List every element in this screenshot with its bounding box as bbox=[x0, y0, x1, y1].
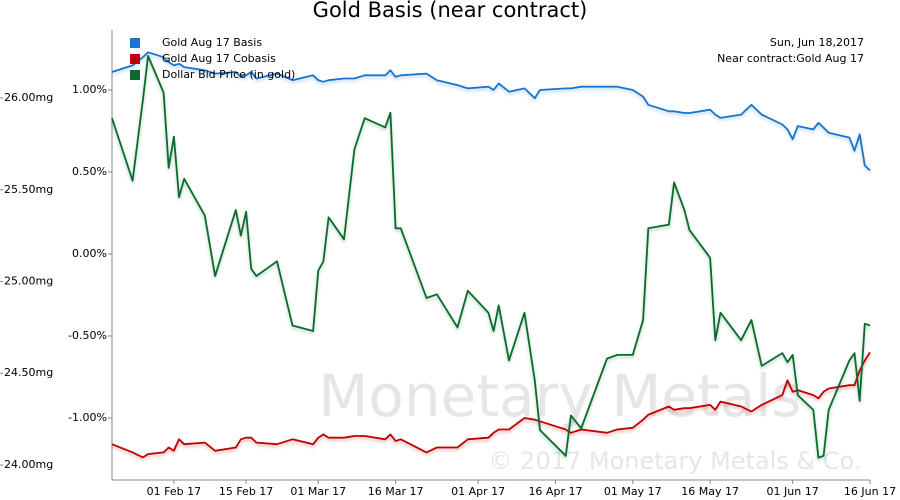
series-line bbox=[111, 351, 871, 459]
watermark: Monetary Metals bbox=[318, 362, 801, 430]
x-tick-label: 16 Mar 17 bbox=[368, 485, 424, 498]
legend-label: Gold Aug 17 Cobasis bbox=[162, 52, 276, 65]
y-tick-label: 0.00% bbox=[72, 247, 107, 260]
legend-label: Gold Aug 17 Basis bbox=[162, 36, 262, 49]
series-line bbox=[111, 55, 871, 459]
x-tick-label: 01 May 17 bbox=[604, 485, 662, 498]
x-tick-label: 16 May 17 bbox=[681, 485, 739, 498]
x-tick-label: 16 Apr 17 bbox=[528, 485, 582, 498]
watermark-copyright: © 2017 Monetary Metals & Co. bbox=[489, 447, 862, 475]
x-tick-label: 01 Mar 17 bbox=[290, 485, 346, 498]
legend-swatch bbox=[130, 70, 140, 80]
x-tick-label: 01 Feb 17 bbox=[147, 485, 201, 498]
y-tick-label: 0.50% bbox=[72, 165, 107, 178]
info-date: Sun, Jun 18,2017 bbox=[770, 36, 864, 49]
legend-swatch bbox=[130, 38, 140, 48]
legend-swatch bbox=[130, 54, 140, 64]
x-tick-label: 15 Feb 17 bbox=[219, 485, 273, 498]
y2-tick-label: 26.00mg bbox=[4, 91, 53, 104]
y2-tick-label: 24.50mg bbox=[4, 366, 53, 379]
y2-tick-label: 24.00mg bbox=[4, 458, 53, 471]
y-tick-label: 1.00% bbox=[72, 83, 107, 96]
x-tick-label: 01 Jun 17 bbox=[767, 485, 819, 498]
y2-tick-label: 25.50mg bbox=[4, 183, 53, 196]
info-contract: Near contract:Gold Aug 17 bbox=[717, 52, 864, 65]
x-tick-label: 16 Jun 17 bbox=[844, 485, 896, 498]
x-tick-label: 01 Apr 17 bbox=[451, 485, 505, 498]
y-tick-label: -1.00% bbox=[68, 411, 107, 424]
y-tick-label: -0.50% bbox=[68, 329, 107, 342]
y2-tick-label: 25.00mg bbox=[4, 275, 53, 288]
chart-title: Gold Basis (near contract) bbox=[313, 0, 588, 22]
legend-label: Dollar Bid Price (in gold) bbox=[162, 68, 295, 81]
series-line bbox=[111, 51, 871, 172]
